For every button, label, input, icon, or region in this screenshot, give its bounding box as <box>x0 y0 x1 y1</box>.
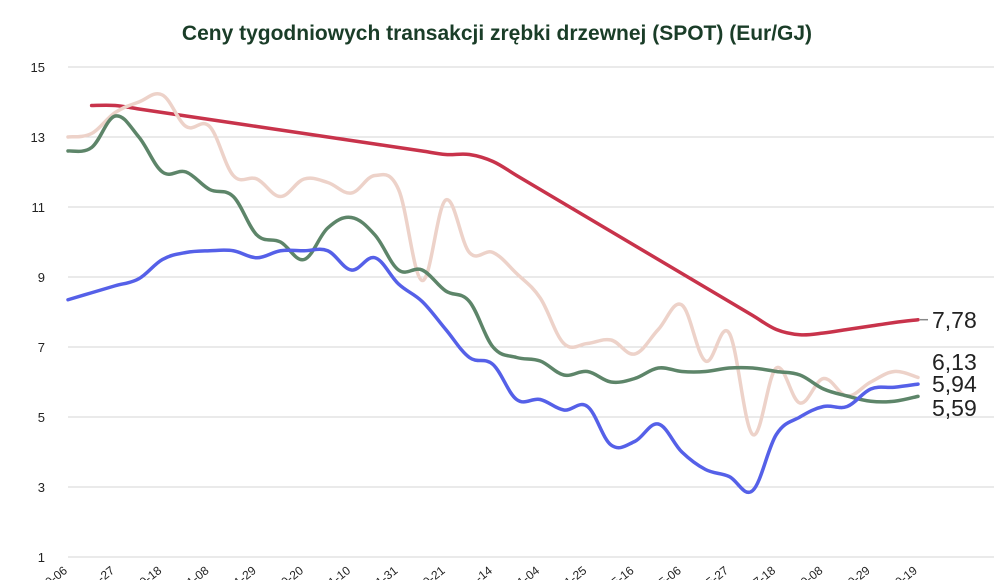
x-tick-label: -14 <box>473 563 496 580</box>
series-end-label: 6,13 <box>932 349 977 375</box>
x-tick-label: 0-29 <box>845 563 873 580</box>
series-line <box>66 114 920 404</box>
y-tick-label: 3 <box>38 480 45 495</box>
y-tick-label: 13 <box>31 130 45 145</box>
y-tick-label: 5 <box>38 410 45 425</box>
series-line <box>89 103 920 337</box>
series-end-label: 5,94 <box>932 371 977 397</box>
x-tick-label: 1-25 <box>562 563 590 580</box>
x-tick-label: 1-29 <box>231 563 259 580</box>
x-tick-label: 1-31 <box>373 563 401 580</box>
y-tick-label: 11 <box>32 200 46 215</box>
x-tick-label: 0-19 <box>892 563 920 580</box>
series-lines <box>66 92 920 494</box>
x-tick-label: 0-06 <box>42 563 70 580</box>
y-tick-label: 9 <box>38 270 45 285</box>
series-line <box>66 247 920 494</box>
x-tick-label: 7-18 <box>751 563 779 580</box>
y-tick-label: 7 <box>38 340 45 355</box>
y-tick-label: 1 <box>38 550 45 565</box>
x-tick-label: 0-08 <box>798 563 826 580</box>
x-tick-label: 0-20 <box>278 563 306 580</box>
x-tick-label: -27 <box>95 563 118 580</box>
x-tick-label: 5-16 <box>609 563 637 580</box>
x-tick-label: 1-10 <box>326 563 354 580</box>
x-tick-label: 5-27 <box>703 563 731 580</box>
grid <box>68 66 994 558</box>
x-tick-label: 1-08 <box>184 563 212 580</box>
x-tick-label: 0-21 <box>420 563 448 580</box>
chart-title: Ceny tygodniowych transakcji zrębki drze… <box>182 22 812 45</box>
end-labels: 7,78 6,13 5,595,94 <box>920 307 977 421</box>
series-end-label: 7,78 <box>932 307 977 333</box>
x-axis-ticks: 0-06 -27 0-18 1-08 1-29 0-20 1-10 1-31 0-21 -14 1-… <box>42 563 920 585</box>
x-tick-label: 5-06 <box>656 563 684 580</box>
x-tick-label: 0-18 <box>137 563 165 580</box>
series-end-label: 5,59 <box>932 395 977 421</box>
x-tick-label: 1-04 <box>515 563 543 580</box>
series-line <box>66 92 920 437</box>
y-tick-label: 15 <box>31 60 45 75</box>
